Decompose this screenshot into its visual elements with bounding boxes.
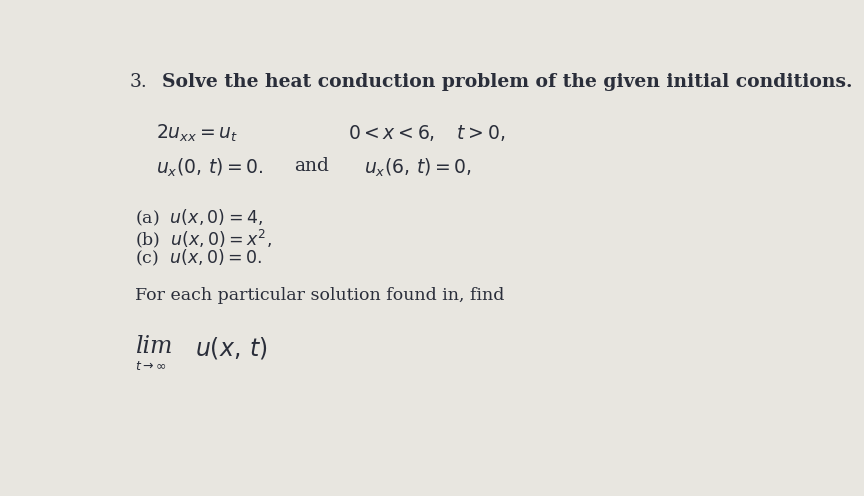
Text: lim: lim — [135, 335, 173, 358]
Text: (a)  $u(x, 0) = 4,$: (a) $u(x, 0) = 4,$ — [135, 207, 263, 228]
Text: (b)  $u(x, 0) = x^2,$: (b) $u(x, 0) = x^2,$ — [135, 227, 272, 249]
Text: Solve the heat conduction problem of the given initial conditions.: Solve the heat conduction problem of the… — [162, 73, 853, 91]
Text: $u(x,\, t)$: $u(x,\, t)$ — [194, 335, 267, 361]
Text: and: and — [294, 157, 329, 175]
Text: $2u_{xx} = u_t$: $2u_{xx} = u_t$ — [156, 123, 238, 144]
Text: $0 < x < 6, \quad t > 0,$: $0 < x < 6, \quad t > 0,$ — [348, 123, 505, 143]
Text: $u_x(0,\, t) = 0.$: $u_x(0,\, t) = 0.$ — [156, 157, 264, 179]
Text: $t \to \infty$: $t \to \infty$ — [135, 360, 167, 373]
Text: For each particular solution found in, find: For each particular solution found in, f… — [135, 288, 505, 305]
Text: $u_x(6,\, t) = 0,$: $u_x(6,\, t) = 0,$ — [364, 157, 472, 179]
Text: 3.: 3. — [130, 73, 148, 91]
Text: (c)  $u(x, 0) = 0.$: (c) $u(x, 0) = 0.$ — [135, 248, 263, 268]
